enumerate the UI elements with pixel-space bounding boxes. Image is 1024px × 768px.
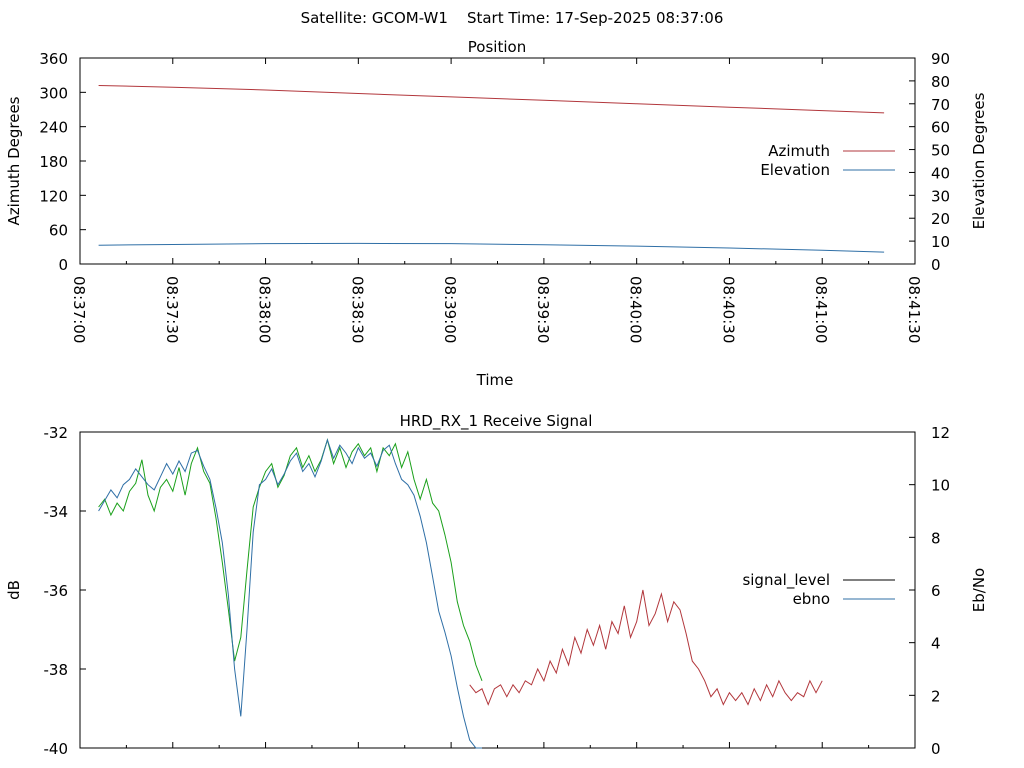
position-xlabel: Time bbox=[476, 371, 514, 389]
y2-tick-label: 0 bbox=[931, 740, 941, 758]
signal-chart: HRD_RX_1 Receive Signal dB Eb/No -40-38-… bbox=[5, 412, 988, 758]
signal-x-ticks bbox=[79, 742, 916, 748]
position-y2-ticks: 0 10 20 30 40 50 60 70 80 90 bbox=[909, 50, 950, 274]
y-tick-label: 180 bbox=[39, 153, 68, 171]
x-tick-label: 08:40:30 bbox=[719, 276, 737, 343]
signal-legend: signal_level ebno bbox=[742, 571, 895, 608]
position-ylabel: Azimuth Degrees bbox=[5, 96, 23, 225]
legend-label-ebno: ebno bbox=[793, 590, 830, 608]
x-tick-label: 08:38:30 bbox=[348, 276, 366, 343]
y2-tick-label: 4 bbox=[931, 635, 941, 653]
y2-tick-label: 90 bbox=[931, 50, 950, 68]
series-line-elevation bbox=[98, 242, 885, 253]
y2-tick-label: 70 bbox=[931, 96, 950, 114]
legend-label-azimuth: Azimuth bbox=[768, 142, 830, 160]
position-y-ticks: 0 60 120 180 240 300 360 bbox=[39, 50, 86, 274]
series-line-signal-level-segment bbox=[98, 438, 483, 681]
signal-chart-title: HRD_RX_1 Receive Signal bbox=[400, 412, 593, 431]
y2-tick-label: 0 bbox=[931, 256, 941, 274]
y2-tick-label: 80 bbox=[931, 73, 950, 91]
position-series bbox=[98, 85, 885, 253]
position-y2label: Elevation Degrees bbox=[970, 92, 988, 229]
x-tick-label: 08:41:30 bbox=[905, 276, 923, 343]
y-tick-label: 0 bbox=[58, 256, 68, 274]
page-title: Satellite: GCOM-W1 Start Time: 17-Sep-20… bbox=[301, 9, 724, 27]
position-legend: Azimuth Elevation bbox=[760, 142, 895, 179]
y-tick-label: 300 bbox=[39, 84, 68, 102]
series-line-azimuth bbox=[98, 85, 885, 114]
signal-series bbox=[98, 438, 823, 749]
y2-tick-label: 40 bbox=[931, 164, 950, 182]
y2-tick-label: 20 bbox=[931, 210, 950, 228]
signal-plot-frame bbox=[79, 431, 916, 749]
y2-tick-label: 60 bbox=[931, 119, 950, 137]
x-tick-label: 08:37:30 bbox=[163, 276, 181, 343]
y-tick-label: -40 bbox=[44, 740, 69, 758]
x-tick-label: 08:39:00 bbox=[441, 276, 459, 343]
legend-label-elevation: Elevation bbox=[760, 161, 830, 179]
x-tick-label: 08:40:00 bbox=[627, 276, 645, 343]
y2-tick-label: 10 bbox=[931, 233, 950, 251]
y-tick-label: -32 bbox=[44, 424, 69, 442]
position-chart: Position Time Azimuth Degrees Elevation … bbox=[5, 38, 988, 389]
signal-ylabel: dB bbox=[5, 580, 23, 600]
y2-tick-label: 10 bbox=[931, 477, 950, 495]
y-tick-label: -34 bbox=[44, 503, 69, 521]
x-tick-label: 08:39:30 bbox=[534, 276, 552, 343]
y2-tick-label: 6 bbox=[931, 582, 941, 600]
y-tick-label: 120 bbox=[39, 187, 68, 205]
signal-y2-ticks: 0 2 4 6 8 10 12 bbox=[909, 424, 950, 758]
y-tick-label: 240 bbox=[39, 119, 68, 137]
y-tick-label: -36 bbox=[44, 582, 69, 600]
series-line-signal-level-segment bbox=[469, 589, 823, 706]
y-tick-label: -38 bbox=[44, 661, 69, 679]
position-x-ticks: 08:37:00 08:37:30 08:38:00 08:38:30 08:39:00… bbox=[70, 58, 923, 343]
series-line-ebno bbox=[98, 438, 482, 749]
y-tick-label: 60 bbox=[49, 222, 68, 240]
signal-y2label: Eb/No bbox=[970, 568, 988, 612]
position-chart-title: Position bbox=[468, 38, 526, 56]
legend-label-signal-level: signal_level bbox=[742, 571, 830, 590]
y2-tick-label: 8 bbox=[931, 529, 941, 547]
y-tick-label: 360 bbox=[39, 50, 68, 68]
x-tick-label: 08:41:00 bbox=[812, 276, 830, 343]
signal-y-ticks: -40 -38 -36 -34 -32 bbox=[44, 424, 86, 758]
x-tick-label: 08:37:00 bbox=[70, 276, 88, 343]
y2-tick-label: 12 bbox=[931, 424, 950, 442]
y2-tick-label: 30 bbox=[931, 187, 950, 205]
y2-tick-label: 2 bbox=[931, 687, 941, 705]
y2-tick-label: 50 bbox=[931, 142, 950, 160]
x-tick-label: 08:38:00 bbox=[256, 276, 274, 343]
